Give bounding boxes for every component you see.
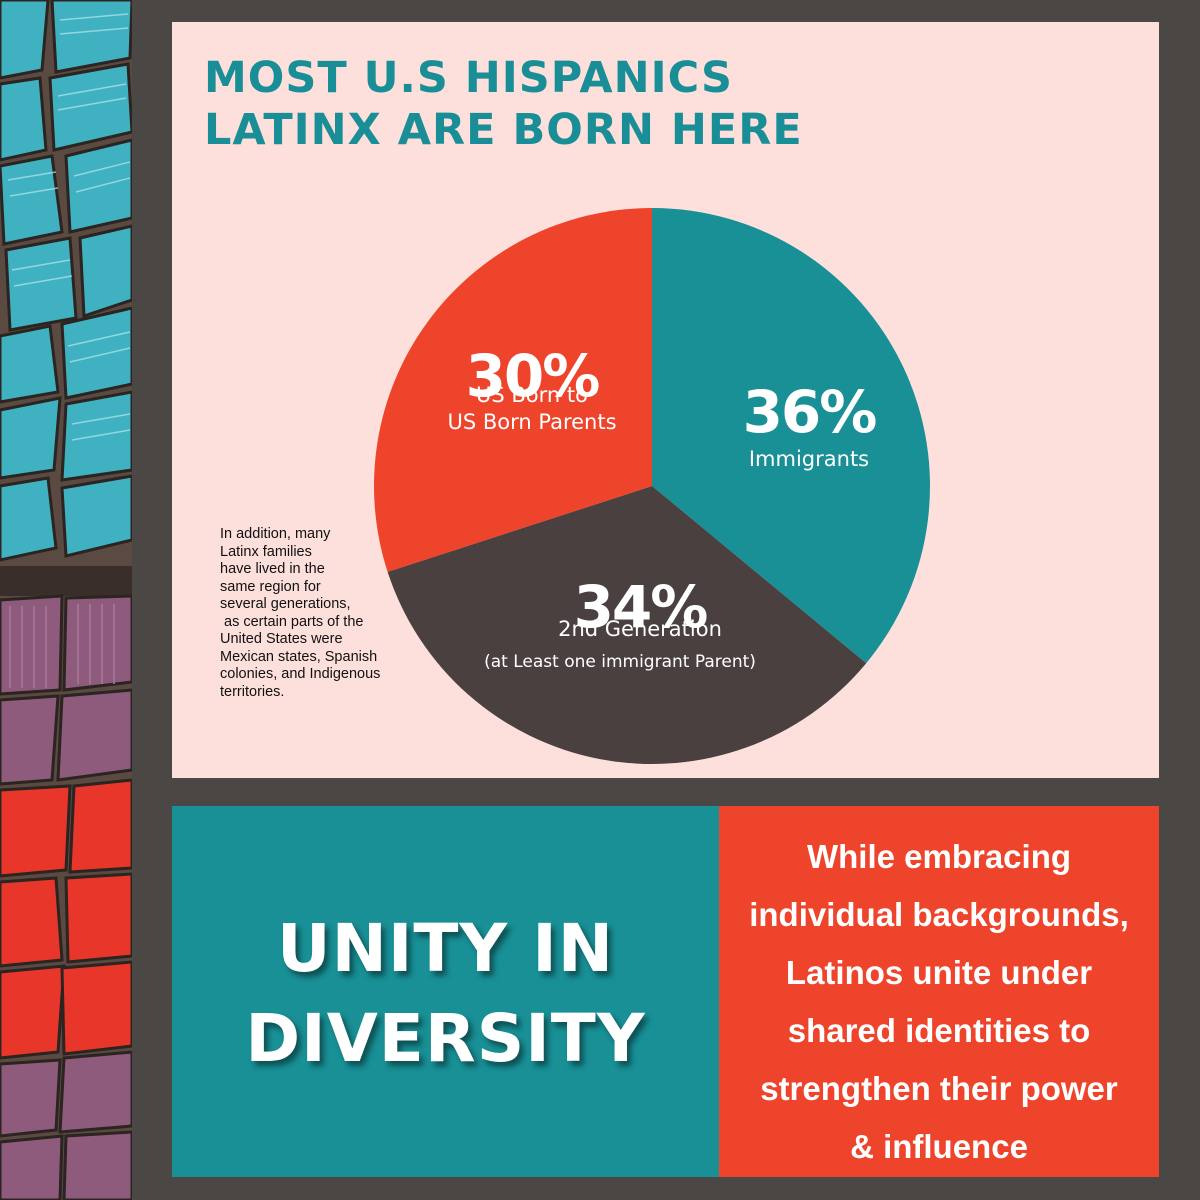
side-note-line: United States were bbox=[220, 631, 343, 647]
side-note-line: Latinx families bbox=[220, 543, 312, 560]
mosaic-tile-background bbox=[0, 0, 132, 1200]
side-note-line: colonies, and Indigenous bbox=[220, 666, 381, 682]
pie-slice-us-born-parents bbox=[374, 208, 652, 572]
unity-title: UNITY IN DIVERSITY bbox=[172, 904, 719, 1084]
side-note-line: Mexican states, Spanish bbox=[220, 648, 378, 665]
side-note-line: several generations, bbox=[220, 596, 351, 612]
pie-chart-panel: MOST U.S HISPANICS LATINX ARE BORN HERE … bbox=[172, 22, 1159, 778]
message-line: individual backgrounds, bbox=[749, 896, 1129, 933]
message-panel: While embracing individual backgrounds, … bbox=[719, 806, 1159, 1177]
slice-label-2nd-generation: 2nd Generation bbox=[558, 617, 722, 641]
unity-panel: UNITY IN DIVERSITY bbox=[172, 806, 719, 1177]
headline-line-1: MOST U.S HISPANICS bbox=[204, 53, 733, 103]
message-line: shared identities to bbox=[787, 1012, 1091, 1049]
slice-label-us-born-line-1: US Born to bbox=[476, 383, 588, 407]
slice-sublabel-2nd-generation: (at Least one immigrant Parent) bbox=[484, 652, 756, 672]
slice-percent-2nd-generation: 34% bbox=[574, 573, 708, 641]
pie-slice-2nd-generation bbox=[387, 486, 867, 764]
pie-chart: 36% Immigrants 34% 2nd Generation (at Le… bbox=[374, 208, 930, 764]
message-text: While embracing individual backgrounds, … bbox=[719, 828, 1159, 1176]
side-note-line: In addition, many bbox=[220, 526, 331, 542]
message-line: strengthen their power bbox=[760, 1070, 1118, 1107]
side-note-line: as certain parts of the bbox=[220, 613, 364, 630]
headline: MOST U.S HISPANICS LATINX ARE BORN HERE bbox=[204, 52, 803, 156]
slice-percent-immigrants: 36% bbox=[743, 378, 877, 446]
unity-title-line-2: DIVERSITY bbox=[245, 1000, 646, 1077]
message-line: While embracing bbox=[806, 838, 1072, 875]
message-line: & influence bbox=[850, 1128, 1028, 1165]
side-note: In addition, many Latinx families have l… bbox=[220, 526, 405, 701]
slice-label-us-born-line-2: US Born Parents bbox=[447, 410, 616, 434]
message-line: Latinos unite under bbox=[785, 954, 1093, 991]
side-note-line: have lived in the bbox=[220, 561, 325, 577]
side-note-line: territories. bbox=[220, 683, 285, 700]
unity-title-line-1: UNITY IN bbox=[277, 910, 614, 987]
pie-slice-immigrants bbox=[652, 208, 930, 664]
side-note-line: same region for bbox=[220, 578, 321, 595]
headline-line-2: LATINX ARE BORN HERE bbox=[204, 105, 803, 155]
slice-percent-us-born-parents: 30% bbox=[466, 342, 600, 410]
slice-label-immigrants: Immigrants bbox=[749, 447, 869, 471]
